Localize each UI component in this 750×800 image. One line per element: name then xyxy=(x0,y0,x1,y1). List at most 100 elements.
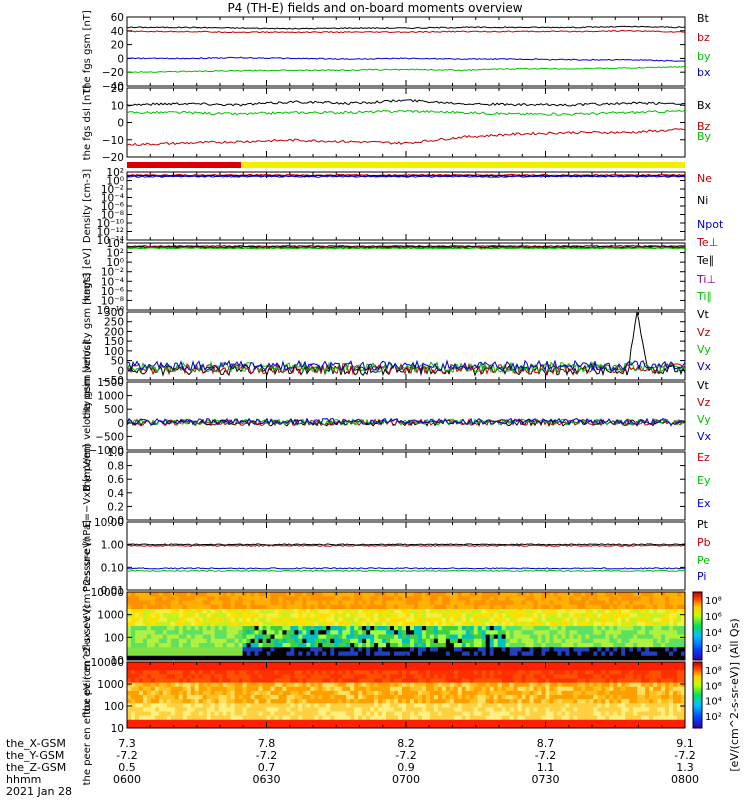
heatmap-cell xyxy=(170,699,176,704)
heatmap-cell xyxy=(561,699,566,704)
heatmap-cell xyxy=(210,634,216,640)
heatmap-cell xyxy=(222,609,228,614)
heatmap-cell xyxy=(406,719,411,725)
heatmap-cell xyxy=(274,666,279,671)
heatmap-cell xyxy=(525,690,530,696)
heatmap-cell xyxy=(577,723,582,729)
heatmap-cell xyxy=(182,634,188,640)
heatmap-cell xyxy=(378,662,383,667)
y-tick-label: 20 xyxy=(111,83,124,95)
heatmap-cell xyxy=(214,670,220,675)
heatmap-cell xyxy=(266,699,271,704)
heatmap-cell xyxy=(286,670,291,675)
heatmap-cell xyxy=(266,719,271,725)
heatmap-cell xyxy=(150,670,156,675)
heatmap-cell xyxy=(170,674,176,679)
heatmap-cell xyxy=(362,638,367,644)
heatmap-cell xyxy=(286,686,291,692)
heatmap-cell xyxy=(409,674,415,679)
heatmap-cell xyxy=(549,617,554,623)
heatmap-cell xyxy=(170,617,176,623)
heatmap-cell xyxy=(282,711,287,717)
heatmap-cell xyxy=(601,690,606,696)
heatmap-cell xyxy=(270,630,275,635)
heatmap-cell xyxy=(549,662,554,667)
heatmap-cell xyxy=(146,715,152,721)
heatmap-cell xyxy=(457,711,463,717)
heatmap-cell xyxy=(577,678,582,684)
heatmap-cell xyxy=(533,651,538,657)
heatmap-cell xyxy=(266,643,271,648)
heatmap-cell xyxy=(553,711,558,717)
heatmap-cell xyxy=(609,723,614,729)
heatmap-cell xyxy=(150,678,156,684)
heatmap-cell xyxy=(294,613,299,618)
heatmap-cell xyxy=(565,621,570,627)
heatmap-cell xyxy=(469,674,475,679)
heatmap-cell xyxy=(421,647,427,652)
heatmap-cell xyxy=(134,604,140,610)
heatmap-cell xyxy=(238,686,243,692)
heatmap-cell xyxy=(290,699,295,704)
heatmap-cell xyxy=(409,596,415,601)
heatmap-cell xyxy=(374,690,379,696)
heatmap-cell xyxy=(314,634,319,640)
heatmap-cell xyxy=(294,609,299,614)
heatmap-cell xyxy=(605,630,610,635)
heatmap-cell xyxy=(338,690,343,696)
heatmap-cell xyxy=(406,711,411,717)
heatmap-cell xyxy=(290,666,295,671)
heatmap-cell xyxy=(150,711,156,717)
heatmap-cell xyxy=(302,655,307,661)
heatmap-cell xyxy=(601,613,606,618)
heatmap-cell xyxy=(382,651,387,657)
heatmap-cell xyxy=(334,609,339,614)
heatmap-cell xyxy=(549,699,554,704)
heatmap-cell xyxy=(485,723,491,729)
heatmap-cell xyxy=(246,662,251,667)
heatmap-cell xyxy=(386,626,391,631)
heatmap-cell xyxy=(541,703,546,708)
heatmap-cell xyxy=(605,596,610,601)
heatmap-cell xyxy=(250,613,255,618)
heatmap-cell xyxy=(665,651,670,657)
heatmap-cell xyxy=(481,634,487,640)
heatmap-cell xyxy=(461,626,467,631)
heatmap-cell xyxy=(334,670,339,675)
heatmap-cell xyxy=(601,604,606,610)
heatmap-cell xyxy=(238,715,243,721)
heatmap-cell xyxy=(314,647,319,652)
heatmap-cell xyxy=(557,703,562,708)
heatmap-cell xyxy=(433,695,439,700)
heatmap-cell xyxy=(354,592,359,597)
heatmap-cell xyxy=(677,604,682,610)
heatmap-cell xyxy=(513,651,518,657)
heatmap-cell xyxy=(673,634,678,640)
heatmap-cell xyxy=(433,592,439,597)
heatmap-cell xyxy=(433,604,439,610)
heatmap-cell xyxy=(441,596,447,601)
heatmap-cell xyxy=(409,703,415,708)
heatmap-cell xyxy=(390,600,395,606)
heatmap-cell xyxy=(298,695,303,700)
heatmap-cell xyxy=(202,596,208,601)
heatmap-cell xyxy=(593,609,598,614)
heatmap-cell xyxy=(250,600,255,606)
heatmap-cell xyxy=(298,600,303,606)
heatmap-cell xyxy=(469,630,475,635)
heatmap-cell xyxy=(581,670,586,675)
heatmap-cell xyxy=(597,592,602,597)
heatmap-cell xyxy=(481,666,487,671)
heatmap-cell xyxy=(166,662,172,667)
heatmap-cell xyxy=(629,690,634,696)
heatmap-cell xyxy=(609,719,614,725)
heatmap-cell xyxy=(334,604,339,610)
heatmap-cell xyxy=(366,626,371,631)
heatmap-cell xyxy=(374,666,379,671)
heatmap-cell xyxy=(230,703,236,708)
heatmap-cell xyxy=(214,592,220,597)
heatmap-cell xyxy=(138,686,144,692)
heatmap-cell xyxy=(613,647,618,652)
heatmap-cell xyxy=(318,666,323,671)
heatmap-cell xyxy=(270,600,275,606)
